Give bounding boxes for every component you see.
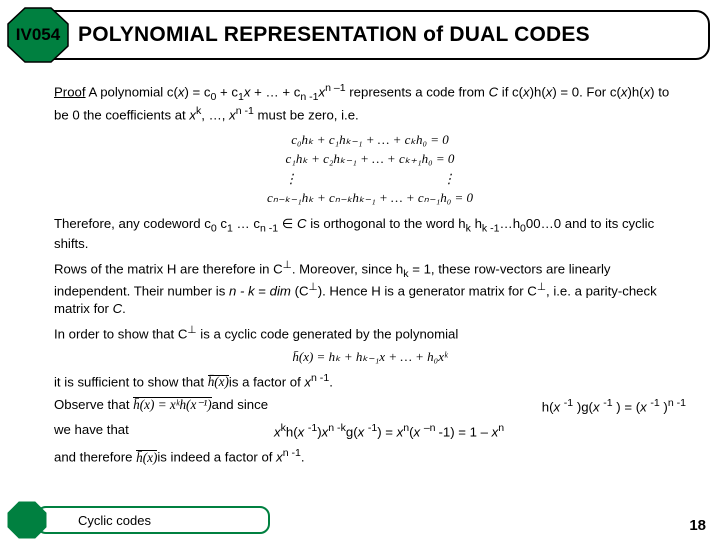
eq-dots: ⋮⋮ — [54, 169, 686, 189]
equation-hx: h̄(x) = hₖ + hₖ₋₁x + … + h₀xᵏ — [54, 349, 686, 366]
eq-row-3: cₙ₋ₖ₋₁hₖ + cₙ₋ₖhₖ₋₁ + … + cₙ₋₁h₀ = 0 — [54, 188, 686, 208]
paragraph-8: and therefore h̄(x) is indeed a factor o… — [54, 447, 686, 466]
paragraph-6: Observe that h̄(x) = xᵏh(x⁻¹) and since … — [54, 397, 686, 416]
paragraph-7: we have that xkh(x -1)xn -kg(x -1) = xn(… — [54, 422, 686, 441]
page-number: 18 — [689, 517, 706, 534]
slide-body: Proof A polynomial c(x) = c0 + c1x + … +… — [0, 74, 720, 467]
paragraph-2: Therefore, any codeword c0 c1 … cn -1 ∈ … — [54, 216, 686, 253]
slide-header: IV054 POLYNOMIAL REPRESENTATION of DUAL … — [6, 6, 710, 72]
footer-border — [36, 506, 270, 534]
eq-row-1: c₀hₖ + c₁hₖ₋₁ + … + cₖh₀ = 0 — [54, 130, 686, 150]
header-badge-label: IV054 — [6, 6, 70, 64]
equation-block-1: c₀hₖ + c₁hₖ₋₁ + … + cₖh₀ = 0 c₁hₖ + c₂hₖ… — [54, 130, 686, 208]
proof-paragraph: Proof A polynomial c(x) = c0 + c1x + … +… — [54, 82, 686, 124]
footer-label: Cyclic codes — [78, 506, 151, 534]
eq-row-2: c₁hₖ + c₂hₖ₋₁ + … + cₖ₊₁h₀ = 0 — [54, 149, 686, 169]
footer-octagon — [6, 500, 48, 540]
slide-title: POLYNOMIAL REPRESENTATION of DUAL CODES — [78, 10, 704, 60]
paragraph-4: In order to show that C⊥ is a cyclic cod… — [54, 324, 686, 343]
slide: IV054 POLYNOMIAL REPRESENTATION of DUAL … — [0, 6, 720, 546]
slide-footer: Cyclic codes — [6, 500, 714, 542]
proof-label: Proof — [54, 84, 86, 99]
paragraph-5: it is sufficient to show that h̄(x) is a… — [54, 372, 686, 391]
paragraph-3: Rows of the matrix H are therefore in C⊥… — [54, 259, 686, 318]
